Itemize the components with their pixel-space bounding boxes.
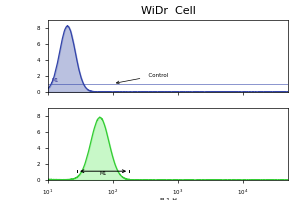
X-axis label: FL1-H: FL1-H <box>159 198 177 200</box>
Text: Control: Control <box>116 73 169 84</box>
Text: M1: M1 <box>99 171 107 176</box>
Text: M1: M1 <box>51 78 58 83</box>
Text: WiDr  Cell: WiDr Cell <box>141 6 195 16</box>
